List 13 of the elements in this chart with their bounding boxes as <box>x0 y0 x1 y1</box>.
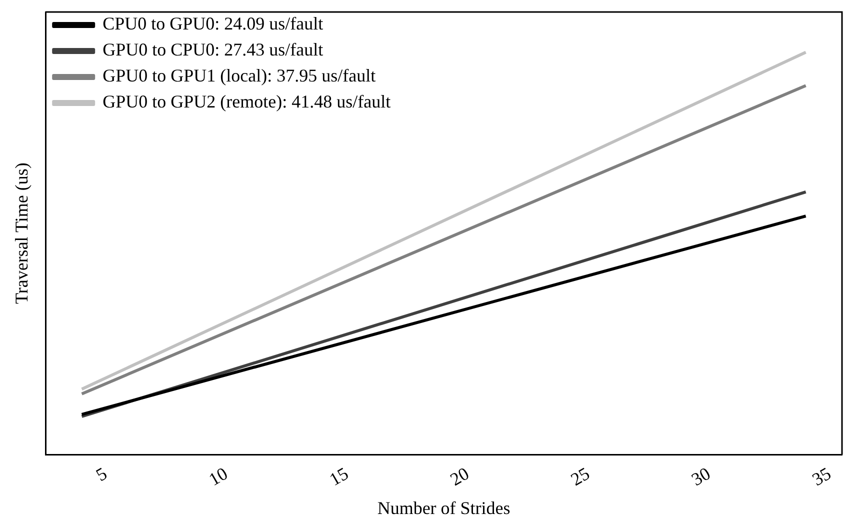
x-tick-label: 25 <box>567 463 593 490</box>
x-tick-label: 35 <box>808 463 834 490</box>
x-tick-label: 10 <box>205 463 231 490</box>
legend-label: GPU0 to GPU2 (remote): 41.48 us/fault <box>102 92 391 112</box>
legend-label: CPU0 to GPU0: 24.09 us/fault <box>102 14 324 34</box>
x-tick-label: 30 <box>688 463 714 490</box>
x-tick-label: 5 <box>92 463 110 486</box>
x-tick-label: 20 <box>446 463 472 490</box>
legend-label: GPU0 to CPU0: 27.43 us/fault <box>102 40 324 60</box>
y-axis-title: Traversal Time (us) <box>12 162 32 304</box>
legend-label: GPU0 to GPU1 (local): 37.95 us/fault <box>102 66 376 86</box>
x-tick-label: 15 <box>326 463 352 490</box>
x-axis-title: Number of Strides <box>377 498 510 518</box>
